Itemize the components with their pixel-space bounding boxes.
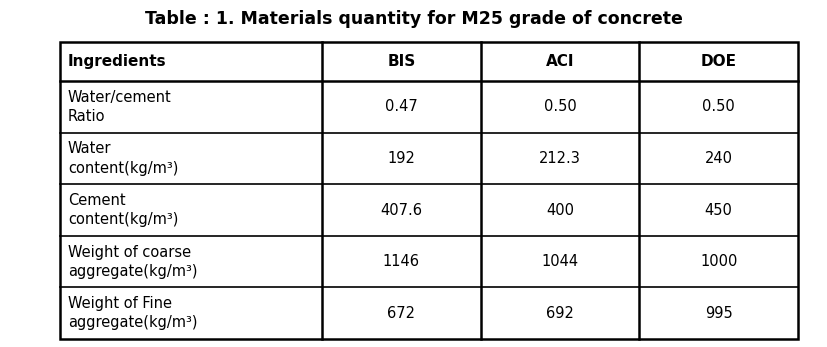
Text: 240: 240 (704, 151, 732, 166)
Text: Table : 1. Materials quantity for M25 grade of concrete: Table : 1. Materials quantity for M25 gr… (145, 10, 682, 28)
Bar (60, 42, 797, 339)
Text: 0.50: 0.50 (543, 100, 576, 115)
Text: 672: 672 (387, 306, 415, 321)
Text: 450: 450 (704, 203, 732, 218)
Text: ACI: ACI (545, 54, 574, 69)
Text: Cement
content(kg/m³): Cement content(kg/m³) (68, 193, 178, 227)
Text: 407.6: 407.6 (380, 203, 422, 218)
Text: 212.3: 212.3 (538, 151, 581, 166)
Text: Water/cement
Ratio: Water/cement Ratio (68, 90, 171, 124)
Text: Weight of coarse
aggregate(kg/m³): Weight of coarse aggregate(kg/m³) (68, 245, 198, 279)
Text: 400: 400 (545, 203, 573, 218)
Text: BIS: BIS (387, 54, 415, 69)
Text: 692: 692 (545, 306, 573, 321)
Text: Weight of Fine
aggregate(kg/m³): Weight of Fine aggregate(kg/m³) (68, 296, 198, 330)
Text: 0.50: 0.50 (701, 100, 734, 115)
Text: 995: 995 (704, 306, 732, 321)
Text: 192: 192 (387, 151, 415, 166)
Text: 1044: 1044 (541, 254, 578, 269)
Text: DOE: DOE (700, 54, 736, 69)
Text: Water
content(kg/m³): Water content(kg/m³) (68, 142, 178, 176)
Text: 0.47: 0.47 (385, 100, 417, 115)
Text: 1000: 1000 (699, 254, 737, 269)
Text: 1146: 1146 (382, 254, 419, 269)
Text: Ingredients: Ingredients (68, 54, 166, 69)
